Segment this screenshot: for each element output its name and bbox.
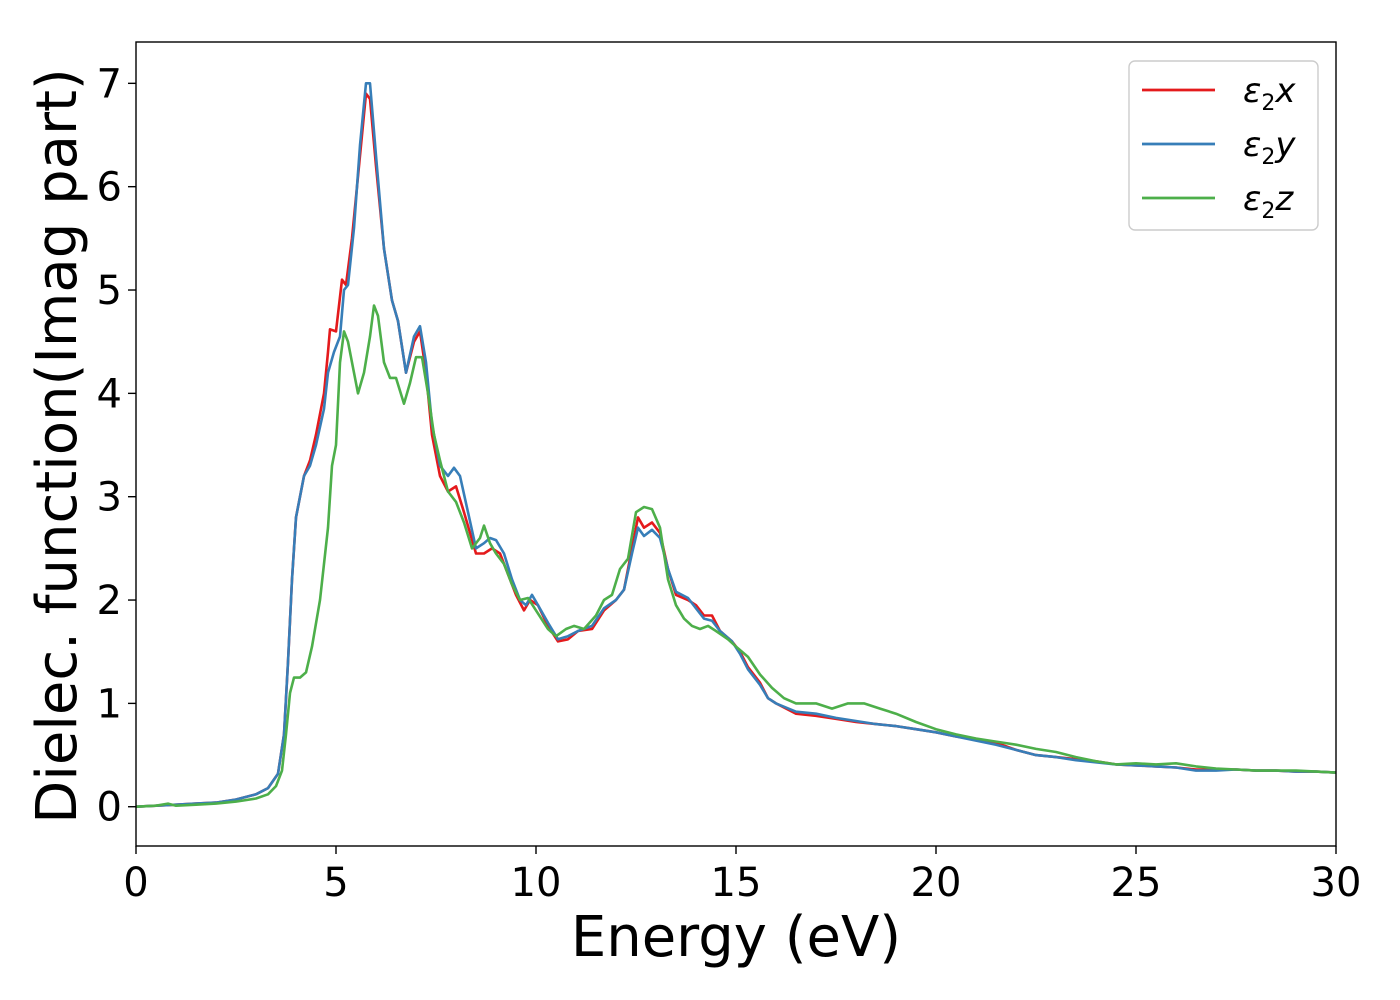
legend-label-z: ε2z [1243,179,1294,224]
y-tick-label: 6 [97,165,122,211]
x-tick-label: 20 [911,860,962,906]
x-tick-label: 0 [123,860,148,906]
x-axis-title: Energy (eV) [571,905,901,970]
x-tick-label: 10 [511,860,562,906]
legend-box [1128,60,1319,231]
y-tick-label: 2 [97,578,122,624]
y-axis: 0 1 2 3 4 5 6 7 [97,61,136,831]
y-axis-title: Dielec. function(Imag part) [25,68,90,824]
x-tick-label: 25 [1111,860,1162,906]
y-tick-label: 5 [97,268,122,314]
y-tick-label: 3 [97,475,122,521]
y-tick-label: 0 [97,785,122,831]
x-axis: 0 5 10 15 20 25 30 [123,846,1361,906]
y-tick-label: 7 [97,61,122,107]
series-line-z [136,304,1336,808]
legend-label-y: ε2y [1243,125,1296,170]
x-tick-label: 5 [323,860,348,906]
series-line-y [136,82,1336,808]
legend: ε2x ε2y ε2z [1128,60,1319,231]
legend-label-x: ε2x [1243,71,1296,116]
x-tick-label: 15 [711,860,762,906]
plot-area [136,82,1336,808]
y-tick-label: 1 [97,681,122,727]
series-layer [136,82,1336,808]
series-line-x [136,92,1336,808]
x-tick-label: 30 [1311,860,1362,906]
y-tick-label: 4 [97,371,122,417]
